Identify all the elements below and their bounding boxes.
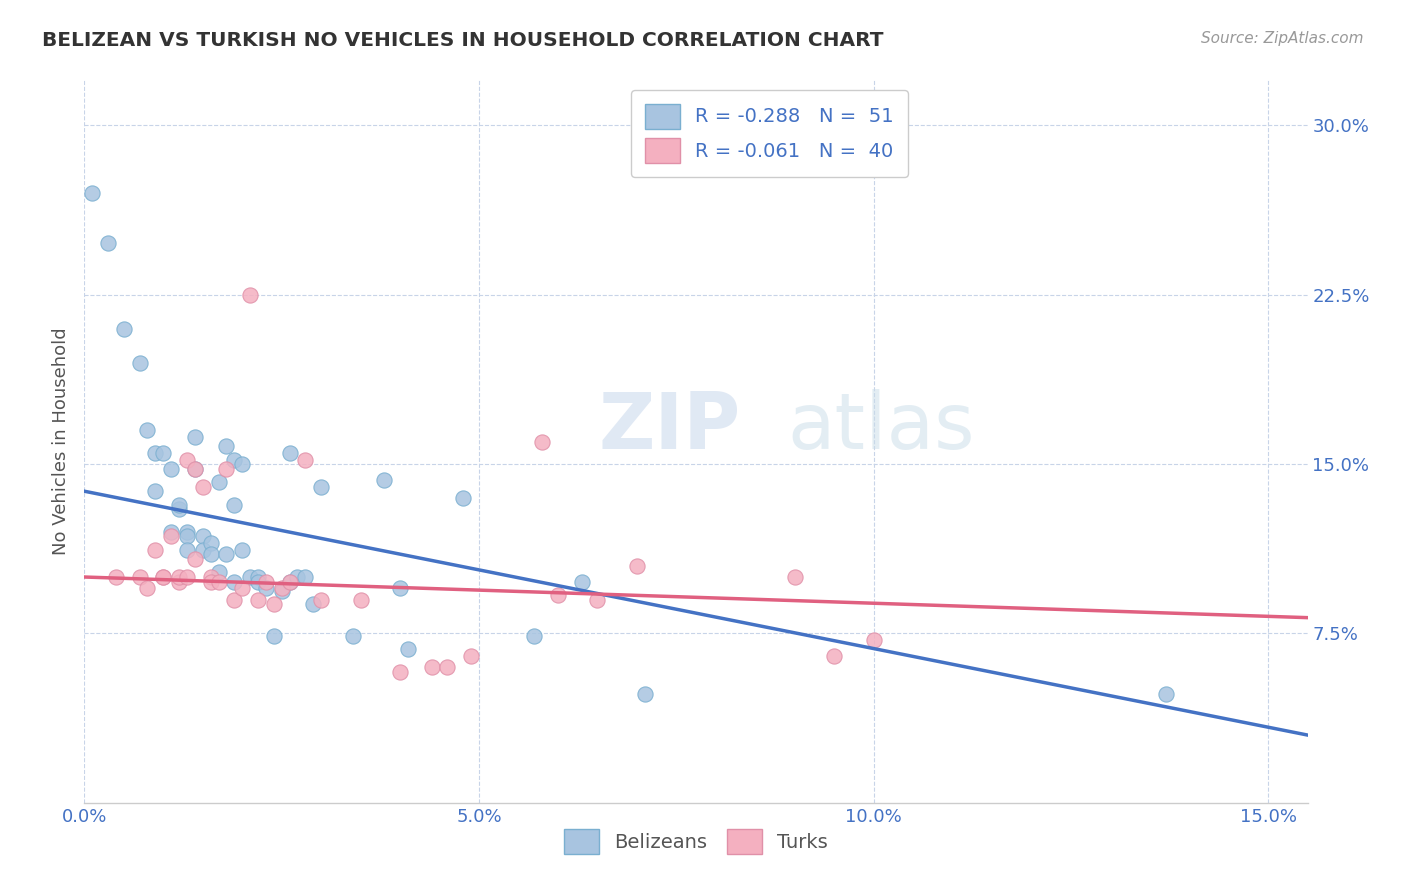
Point: [167, 570, 190, 584]
Text: Source: ZipAtlas.com: Source: ZipAtlas.com: [1201, 31, 1364, 46]
Point: [523, 629, 546, 643]
Point: [246, 574, 269, 589]
Point: [389, 582, 412, 596]
Point: [167, 502, 190, 516]
Point: [231, 542, 253, 557]
Point: [167, 498, 190, 512]
Point: [136, 582, 159, 596]
Point: [460, 648, 482, 663]
Point: [215, 548, 238, 562]
Point: [270, 583, 292, 598]
Point: [112, 321, 135, 335]
Point: [97, 235, 120, 250]
Point: [176, 542, 198, 557]
Point: [160, 461, 183, 475]
Point: [862, 633, 884, 648]
Point: [184, 461, 207, 475]
Point: [176, 570, 198, 584]
Point: [302, 597, 325, 611]
Point: [278, 574, 301, 589]
Point: [278, 574, 301, 589]
Point: [246, 570, 269, 584]
Point: [207, 475, 229, 490]
Point: [104, 570, 127, 584]
Point: [167, 574, 190, 589]
Point: [420, 660, 443, 674]
Point: [586, 592, 609, 607]
Point: [184, 461, 207, 475]
Point: [224, 498, 246, 512]
Point: [224, 452, 246, 467]
Point: [436, 660, 458, 674]
Point: [200, 536, 222, 550]
Point: [294, 452, 316, 467]
Point: [231, 457, 253, 471]
Point: [128, 570, 150, 584]
Point: [571, 574, 593, 589]
Point: [294, 570, 316, 584]
Point: [389, 665, 412, 679]
Point: [254, 574, 277, 589]
Point: [254, 582, 277, 596]
Point: [191, 529, 214, 543]
Point: [246, 592, 269, 607]
Point: [145, 446, 167, 460]
Point: [145, 484, 167, 499]
Point: [207, 566, 229, 580]
Point: [547, 588, 569, 602]
Point: [215, 461, 238, 475]
Point: [176, 452, 198, 467]
Point: [349, 592, 371, 607]
Point: [224, 574, 246, 589]
Point: [823, 648, 845, 663]
Point: [783, 570, 806, 584]
Point: [309, 592, 332, 607]
Text: ZIP: ZIP: [598, 389, 741, 465]
Point: [215, 439, 238, 453]
Point: [191, 542, 214, 557]
Point: [128, 355, 150, 369]
Point: [342, 629, 364, 643]
Point: [152, 446, 174, 460]
Point: [239, 570, 262, 584]
Point: [270, 582, 292, 596]
Point: [160, 529, 183, 543]
Point: [1154, 687, 1177, 701]
Point: [531, 434, 554, 449]
Point: [200, 574, 222, 589]
Point: [263, 629, 285, 643]
Point: [263, 597, 285, 611]
Point: [239, 287, 262, 301]
Point: [396, 642, 419, 657]
Legend: Belizeans, Turks: Belizeans, Turks: [555, 822, 837, 862]
Point: [287, 570, 309, 584]
Point: [160, 524, 183, 539]
Point: [224, 592, 246, 607]
Point: [200, 570, 222, 584]
Point: [176, 524, 198, 539]
Text: atlas: atlas: [787, 389, 976, 465]
Point: [136, 423, 159, 437]
Point: [145, 542, 167, 557]
Point: [191, 480, 214, 494]
Point: [451, 491, 474, 505]
Point: [373, 473, 395, 487]
Point: [634, 687, 657, 701]
Point: [200, 548, 222, 562]
Point: [207, 574, 229, 589]
Point: [231, 582, 253, 596]
Point: [152, 570, 174, 584]
Point: [626, 558, 648, 573]
Point: [176, 529, 198, 543]
Point: [184, 552, 207, 566]
Point: [82, 186, 104, 201]
Y-axis label: No Vehicles in Household: No Vehicles in Household: [52, 327, 70, 556]
Point: [309, 480, 332, 494]
Point: [278, 446, 301, 460]
Point: [152, 570, 174, 584]
Text: BELIZEAN VS TURKISH NO VEHICLES IN HOUSEHOLD CORRELATION CHART: BELIZEAN VS TURKISH NO VEHICLES IN HOUSE…: [42, 31, 884, 50]
Point: [184, 430, 207, 444]
